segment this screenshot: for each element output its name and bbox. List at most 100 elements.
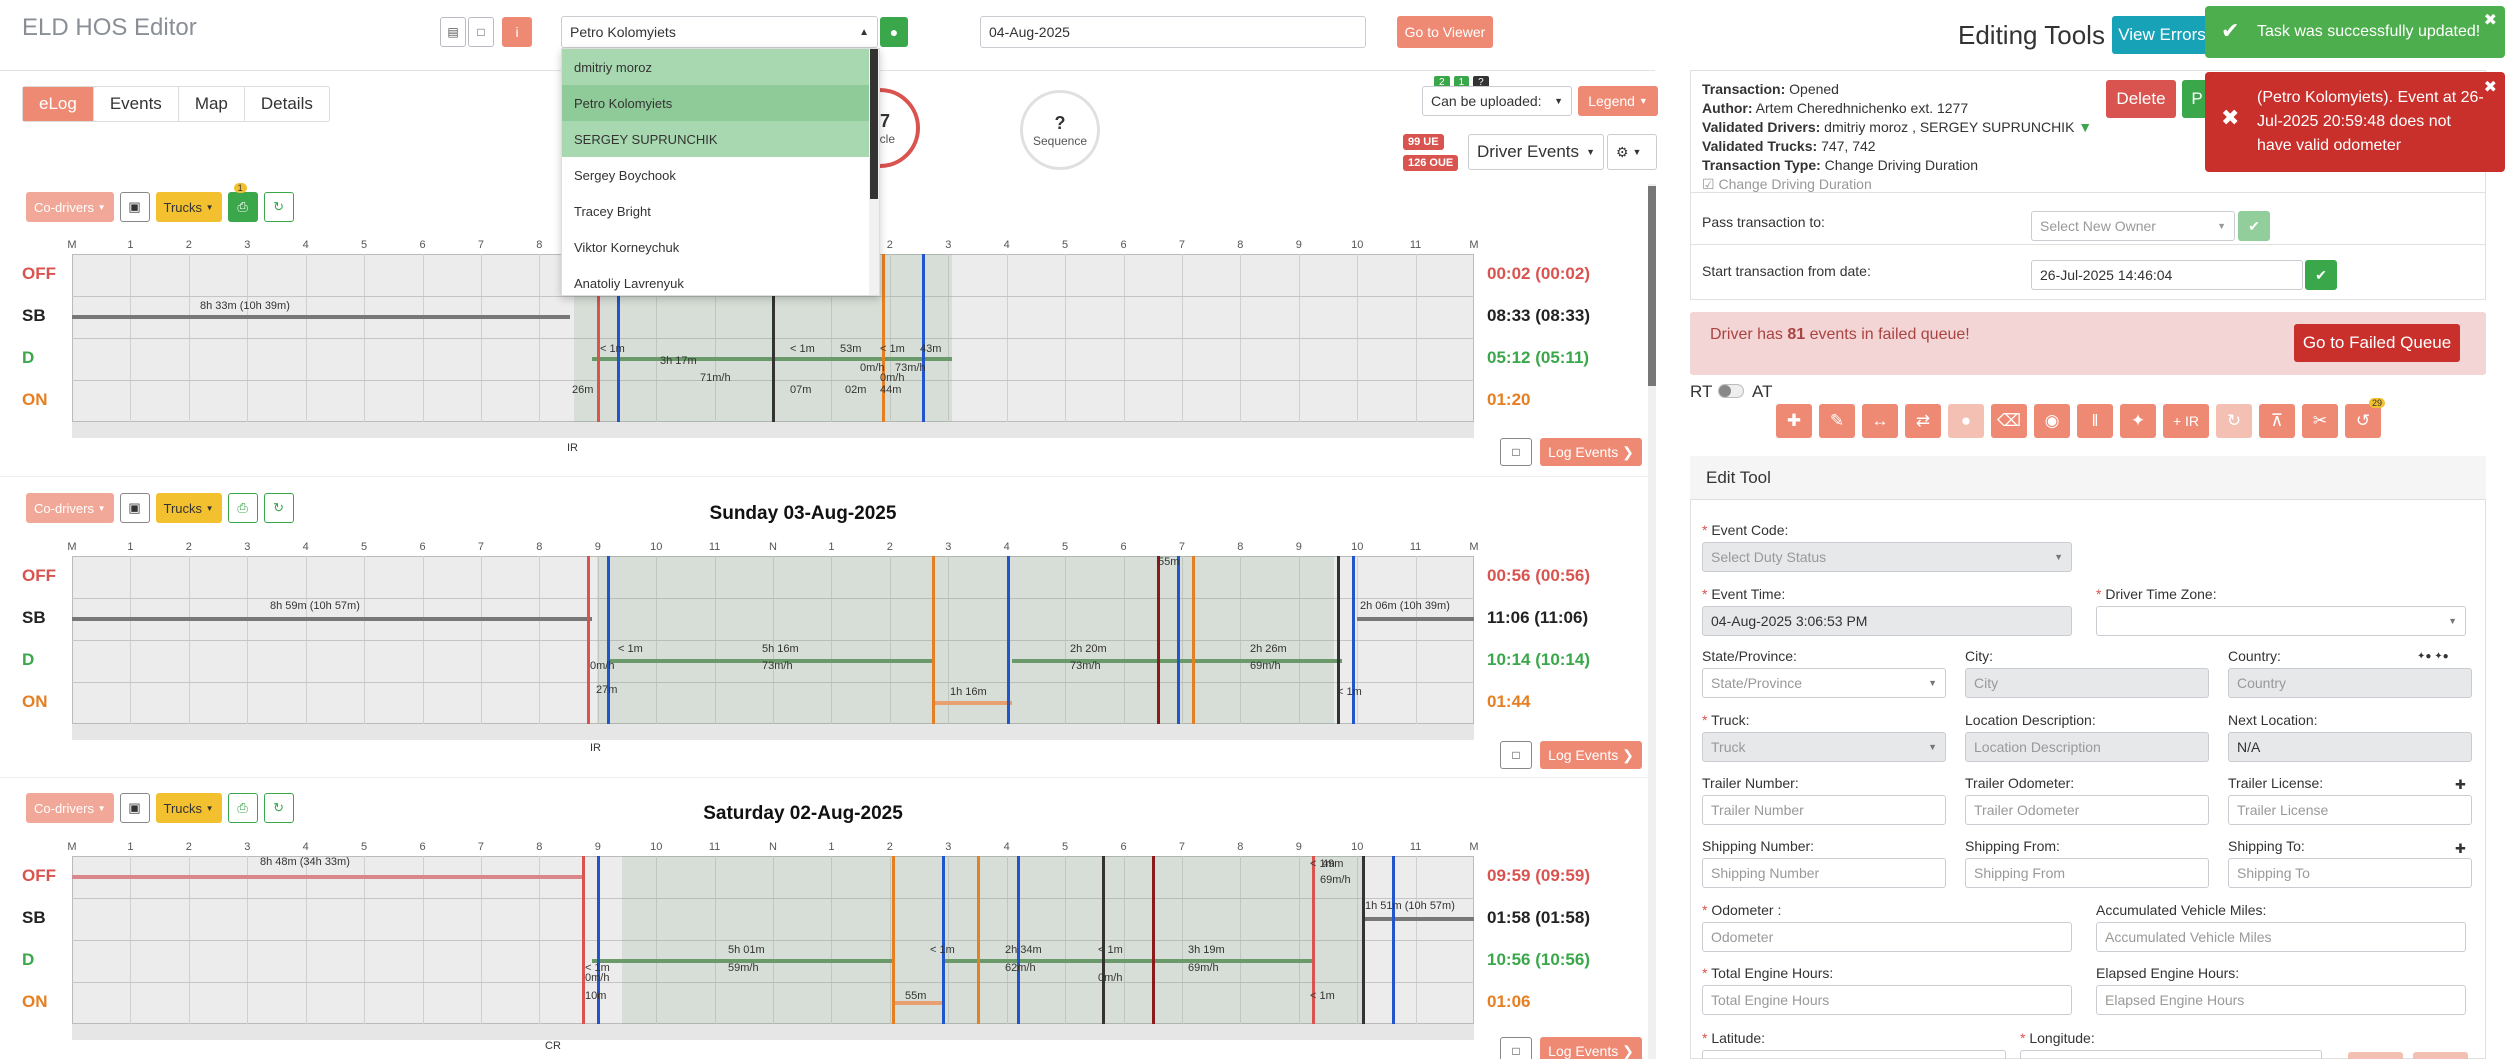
event-marker[interactable] xyxy=(582,856,585,1024)
event-marker[interactable] xyxy=(977,856,980,1024)
event-marker[interactable] xyxy=(1362,856,1365,1024)
scrollbar[interactable] xyxy=(869,49,879,295)
refresh-icon[interactable]: ↻ xyxy=(263,793,294,823)
event-marker[interactable] xyxy=(1157,556,1160,724)
user-icon[interactable]: ● xyxy=(1948,404,1984,438)
odo-field[interactable]: Odometer xyxy=(1702,922,2072,952)
nextloc-field[interactable]: N/A xyxy=(2228,732,2472,762)
state-field[interactable]: State/Province ▼ xyxy=(1702,668,1946,698)
user-icon[interactable]: ● xyxy=(880,17,908,47)
delete-button[interactable]: Delete xyxy=(2106,80,2176,118)
tab-elog[interactable]: eLog xyxy=(23,87,94,121)
view-errors-button[interactable]: View Errors xyxy=(2112,16,2212,54)
trucks-button[interactable]: Trucks ▼ xyxy=(155,192,222,222)
comment-icon[interactable]: □ xyxy=(1500,741,1532,769)
tab-events[interactable]: Events xyxy=(94,87,179,121)
location-icon[interactable]: ✦● ✦● xyxy=(2417,651,2449,662)
info-icon[interactable]: i xyxy=(502,17,532,47)
new-owner-select[interactable]: Select New Owner ▼ xyxy=(2031,211,2235,241)
locate-button[interactable] xyxy=(2413,1052,2468,1059)
date-input[interactable]: 04-Aug-2025 xyxy=(980,16,1366,48)
driver-option[interactable]: Tracey Bright xyxy=(574,203,651,219)
refresh-icon[interactable]: ↻ xyxy=(2216,404,2252,438)
trash-icon[interactable]: ⌫ xyxy=(1991,404,2027,438)
driver-option[interactable]: dmitriy moroz xyxy=(562,49,879,85)
event-marker[interactable] xyxy=(1352,556,1355,724)
latitude-field[interactable] xyxy=(1702,1050,2006,1059)
driver-option[interactable]: SERGEY SUPRUNCHIK xyxy=(562,121,879,157)
eeh-field[interactable]: Elapsed Engine Hours xyxy=(2096,985,2466,1015)
event-marker[interactable] xyxy=(1007,556,1010,724)
log-events-button[interactable]: Log Events ❯ xyxy=(1540,741,1642,769)
group-icon[interactable]: ◉ xyxy=(2034,404,2070,438)
event-marker[interactable] xyxy=(922,254,925,422)
driver-select[interactable]: Petro Kolomyiets ▲ xyxy=(561,16,878,48)
close-icon[interactable]: ✖ xyxy=(2483,12,2497,29)
map-button[interactable] xyxy=(2348,1052,2403,1059)
can-upload-select[interactable]: Can be uploaded: ▼ xyxy=(1422,86,1572,116)
add-icon[interactable]: ✚ xyxy=(1776,404,1812,438)
driver-option[interactable]: Viktor Korneychuk xyxy=(574,239,680,255)
event-marker[interactable] xyxy=(597,856,600,1024)
event-marker[interactable] xyxy=(1392,856,1395,1024)
rt-at-toggle[interactable] xyxy=(1718,384,1744,398)
print-icon[interactable]: ⎙ xyxy=(227,493,258,523)
trnum-field[interactable]: Trailer Number xyxy=(1702,795,1946,825)
scrollbar-thumb[interactable] xyxy=(1648,186,1656,386)
trlic-field[interactable]: Trailer License xyxy=(2228,795,2472,825)
history-icon[interactable]: ↺ 29 xyxy=(2345,398,2385,438)
longitude-field[interactable] xyxy=(2020,1050,2322,1059)
event_code-field[interactable]: Select Duty Status ▼ xyxy=(1702,542,2072,572)
event-marker[interactable] xyxy=(772,254,775,422)
tab-map[interactable]: Map xyxy=(179,87,245,121)
event-marker[interactable] xyxy=(1337,556,1340,724)
settings-dropdown[interactable]: ⚙ ▼ xyxy=(1607,134,1657,170)
event_time-field[interactable]: 04-Aug-2025 3:06:53 PM xyxy=(1702,606,2072,636)
note-icon[interactable]: □ xyxy=(468,17,494,47)
event-marker[interactable] xyxy=(1312,856,1315,1024)
driver-events-select[interactable]: Driver Events ▼ xyxy=(1468,134,1604,170)
event-marker[interactable] xyxy=(607,556,610,724)
trucks-button[interactable]: Trucks ▼ xyxy=(155,793,222,823)
codrivers-button[interactable]: Co-drivers ▼ xyxy=(26,192,114,222)
scrollbar-thumb[interactable] xyxy=(870,49,878,199)
add-icon[interactable]: ✚ xyxy=(2455,841,2466,856)
event-marker[interactable] xyxy=(1177,556,1180,724)
trodo-field[interactable]: Trailer Odometer xyxy=(1965,795,2209,825)
legend-button[interactable]: Legend ▼ xyxy=(1578,86,1658,116)
refresh-icon[interactable]: ↻ xyxy=(263,192,294,222)
check-icon[interactable]: ✔ xyxy=(2305,260,2337,290)
event-marker[interactable] xyxy=(597,254,600,422)
codrivers-button[interactable]: Co-drivers ▼ xyxy=(26,793,114,823)
shipfrom-field[interactable]: Shipping From xyxy=(1965,858,2209,888)
event-marker[interactable] xyxy=(1192,556,1195,724)
align-top-icon[interactable]: ⊼ xyxy=(2259,404,2295,438)
codrivers-button[interactable]: Co-drivers ▼ xyxy=(26,493,114,523)
truck-icon[interactable]: ▣ xyxy=(119,793,150,823)
page-scrollbar[interactable] xyxy=(1648,184,1656,1059)
start-date-input[interactable]: 26-Jul-2025 14:46:04 xyxy=(2031,260,2303,290)
print-icon[interactable]: ⎙ 1 xyxy=(227,183,258,222)
event-marker[interactable] xyxy=(1102,856,1105,1024)
print-icon[interactable]: ⎙ xyxy=(227,793,258,823)
locdesc-field[interactable]: Location Description xyxy=(1965,732,2209,762)
truck-icon[interactable]: ▣ xyxy=(119,192,150,222)
refresh-icon[interactable]: ↻ xyxy=(263,493,294,523)
avm-field[interactable]: Accumulated Vehicle Miles xyxy=(2096,922,2466,952)
magic-icon[interactable]: ✦ xyxy=(2120,404,2156,438)
event-marker[interactable] xyxy=(942,856,945,1024)
go-to-viewer-button[interactable]: Go to Viewer xyxy=(1397,16,1493,48)
check-icon[interactable]: ✔ xyxy=(2238,211,2270,241)
log-events-button[interactable]: Log Events ❯ xyxy=(1540,438,1642,466)
tz-field[interactable]: ▼ xyxy=(2096,606,2466,636)
edit-icon[interactable]: ✎ xyxy=(1819,404,1855,438)
swap-icon[interactable]: ⇄ xyxy=(1905,404,1941,438)
change-driving-checkbox[interactable]: ☑ Change Driving Duration xyxy=(1702,176,1872,192)
comment-icon[interactable]: □ xyxy=(1500,438,1532,466)
failed-queue-button[interactable]: Go to Failed Queue xyxy=(2294,324,2460,362)
shipto-field[interactable]: Shipping To xyxy=(2228,858,2472,888)
document-icon[interactable]: ▤ xyxy=(440,17,466,47)
close-icon[interactable]: ✖ xyxy=(2483,79,2497,96)
trucks-button[interactable]: Trucks ▼ xyxy=(155,493,222,523)
comment-icon[interactable]: □ xyxy=(1500,1037,1532,1059)
